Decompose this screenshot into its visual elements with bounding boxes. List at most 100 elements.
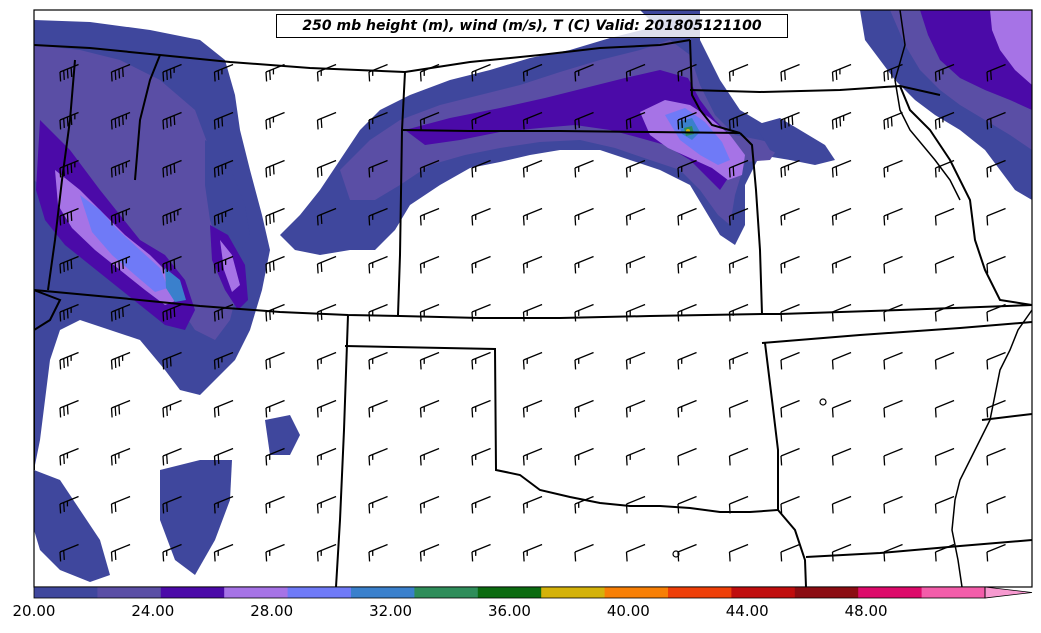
colorbar-cell [97,587,162,598]
wind-barb-icon [265,303,285,322]
wind-barb-icon [162,495,182,514]
colorbar-cell [477,587,542,598]
colorbar-tick-label: 28.00 [250,602,294,620]
wind-barb-icon [780,303,800,322]
wind-barb-icon [986,495,1006,514]
wind-fill-west-inner [34,45,240,340]
wind-barb-icon [59,63,79,82]
wind-barb-icon [677,207,697,226]
wind-barb-icon [728,207,749,226]
wind-barb-icon [677,159,697,178]
wind-barb-icon [831,255,852,274]
wind-barb-icon [986,207,1006,226]
wind-barb-icon [110,351,131,370]
colorbar-extend-arrow [984,586,1033,599]
wind-barb-icon [883,63,903,82]
colorbar-cell [414,587,479,598]
colorbar-tick-label: 36.00 [488,602,531,620]
wind-barb-icon [883,495,903,514]
wind-fill-southwest [34,470,110,582]
wind-barb-icon [986,255,1006,274]
wind-barb-icon [574,111,594,130]
wind-barb-icon [265,495,285,514]
wind-barb-icon [934,255,955,274]
wind-barb-icon [574,399,594,418]
wind-barb-icon [677,447,697,466]
wind-barb-icon [162,111,182,130]
wind-barb-icon [780,111,800,130]
wind-barb-icon [471,399,491,418]
wind-barb-icon [368,447,388,466]
wind-barb-icon [522,495,543,514]
wind-barb-icon [728,543,749,562]
wind-barb-icon [213,351,234,370]
wind-barb-icon [986,159,1006,178]
wind-barb-icon [522,447,543,466]
wind-barb-icon [574,447,594,466]
wind-barb-icon [934,351,955,370]
wind-barb-icon [110,255,131,274]
wind-barb-icon [677,495,697,514]
wind-barb-icon [522,543,543,562]
wind-barb-icon [728,255,749,274]
map-title: 250 mb height (m), wind (m/s), T (C) Val… [276,14,788,38]
wind-fill-northeast-max [990,10,1032,85]
wind-barb-icon [728,351,749,370]
wind-barb-icon [59,255,79,274]
wind-fill-west-peak [80,195,168,292]
wind-barb-icon [213,495,234,514]
wind-barb-icon [419,111,440,130]
wind-barb-icon [574,303,594,322]
wind-barb-icon [316,543,337,562]
wind-barb-icon [522,207,543,226]
wind-barb-icon [368,399,388,418]
wind-barb-icon [780,255,800,274]
colorbar-cell [731,587,796,598]
wind-barb-icon [162,543,182,562]
wind-barb-icon [522,159,543,178]
wind-barb-icon [162,351,182,370]
wind-fill-idaho-core [220,240,240,292]
wind-barb-icon [110,159,131,178]
wind-barb-icon [934,159,955,178]
colorbar-tick-label: 32.00 [369,602,413,620]
wind-barb-icon [59,495,79,514]
station-marker [672,550,680,558]
wind-barb-icon [368,543,388,562]
wind-barb-icon [986,543,1006,562]
wind-barb-icon [265,399,285,418]
wind-barb-icon [883,303,903,322]
wind-barb-icon [162,399,182,418]
wind-barb-icon [265,207,285,226]
wind-barb-icon [213,207,234,226]
wind-barb-icon [625,399,646,418]
wind-barb-icon [162,303,182,322]
wind-barb-icon [522,63,543,82]
wind-barb-icon [316,495,337,514]
wind-barb-icon [265,447,285,466]
wind-barb-icon [419,495,440,514]
wind-barb-icon [934,111,955,130]
wind-barb-icon [471,111,491,130]
wind-barb-icon [677,399,697,418]
wind-barb-icon [780,207,800,226]
wind-barb-icon [265,63,285,82]
colorbar-cell [351,587,415,598]
wind-barb-icon [934,495,955,514]
wind-barb-icon [213,543,234,562]
wind-barb-icon [625,495,646,514]
wind-barb-icon [110,63,131,82]
wind-fill-southwest3 [265,415,300,455]
colorbar-cell [541,587,606,598]
wind-barb-icon [419,399,440,418]
wind-barb-icon [728,159,749,178]
wind-barb-icon [780,351,800,370]
wind-barb-icon [934,63,955,82]
wind-barb-icon [265,255,285,274]
colorbar-tick-label: 24.00 [131,602,175,620]
wind-barb-icon [780,543,800,562]
wind-barb-icon [419,543,440,562]
wind-speed-fill-layer [34,10,1032,582]
colorbar-tick-label: 48.00 [844,602,888,620]
colorbar-tick-label: 44.00 [725,602,769,620]
